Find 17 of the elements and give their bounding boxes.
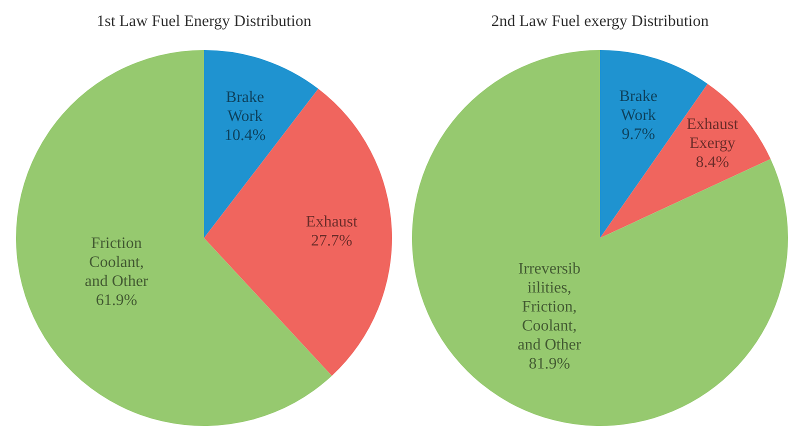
data-label: 10.4% bbox=[224, 126, 266, 144]
slice-label: Brake Work bbox=[226, 88, 264, 125]
data-label: 27.7% bbox=[311, 232, 352, 250]
pie-slice bbox=[600, 84, 771, 238]
pie-slice bbox=[204, 88, 392, 376]
pie-slice bbox=[412, 50, 788, 426]
chart-title: 2nd Law Fuel exergy Distribution bbox=[491, 13, 709, 30]
slice-label: Irreversib iilities, Friction, Coolant, and Other bbox=[518, 260, 582, 354]
data-label: 81.9% bbox=[528, 355, 570, 372]
data-label: 9.7% bbox=[622, 126, 656, 143]
slice-label: Friction Coolant, and Other bbox=[84, 234, 149, 290]
slice-label: Exhaust Exergy bbox=[686, 115, 739, 152]
slice-label: Brake Work bbox=[619, 88, 658, 124]
chart-title: 1st Law Fuel Energy Distribution bbox=[96, 13, 312, 30]
slice-label: Exhaust bbox=[306, 213, 358, 230]
data-label: 61.9% bbox=[96, 292, 138, 308]
data-label: 8.4% bbox=[696, 153, 730, 170]
